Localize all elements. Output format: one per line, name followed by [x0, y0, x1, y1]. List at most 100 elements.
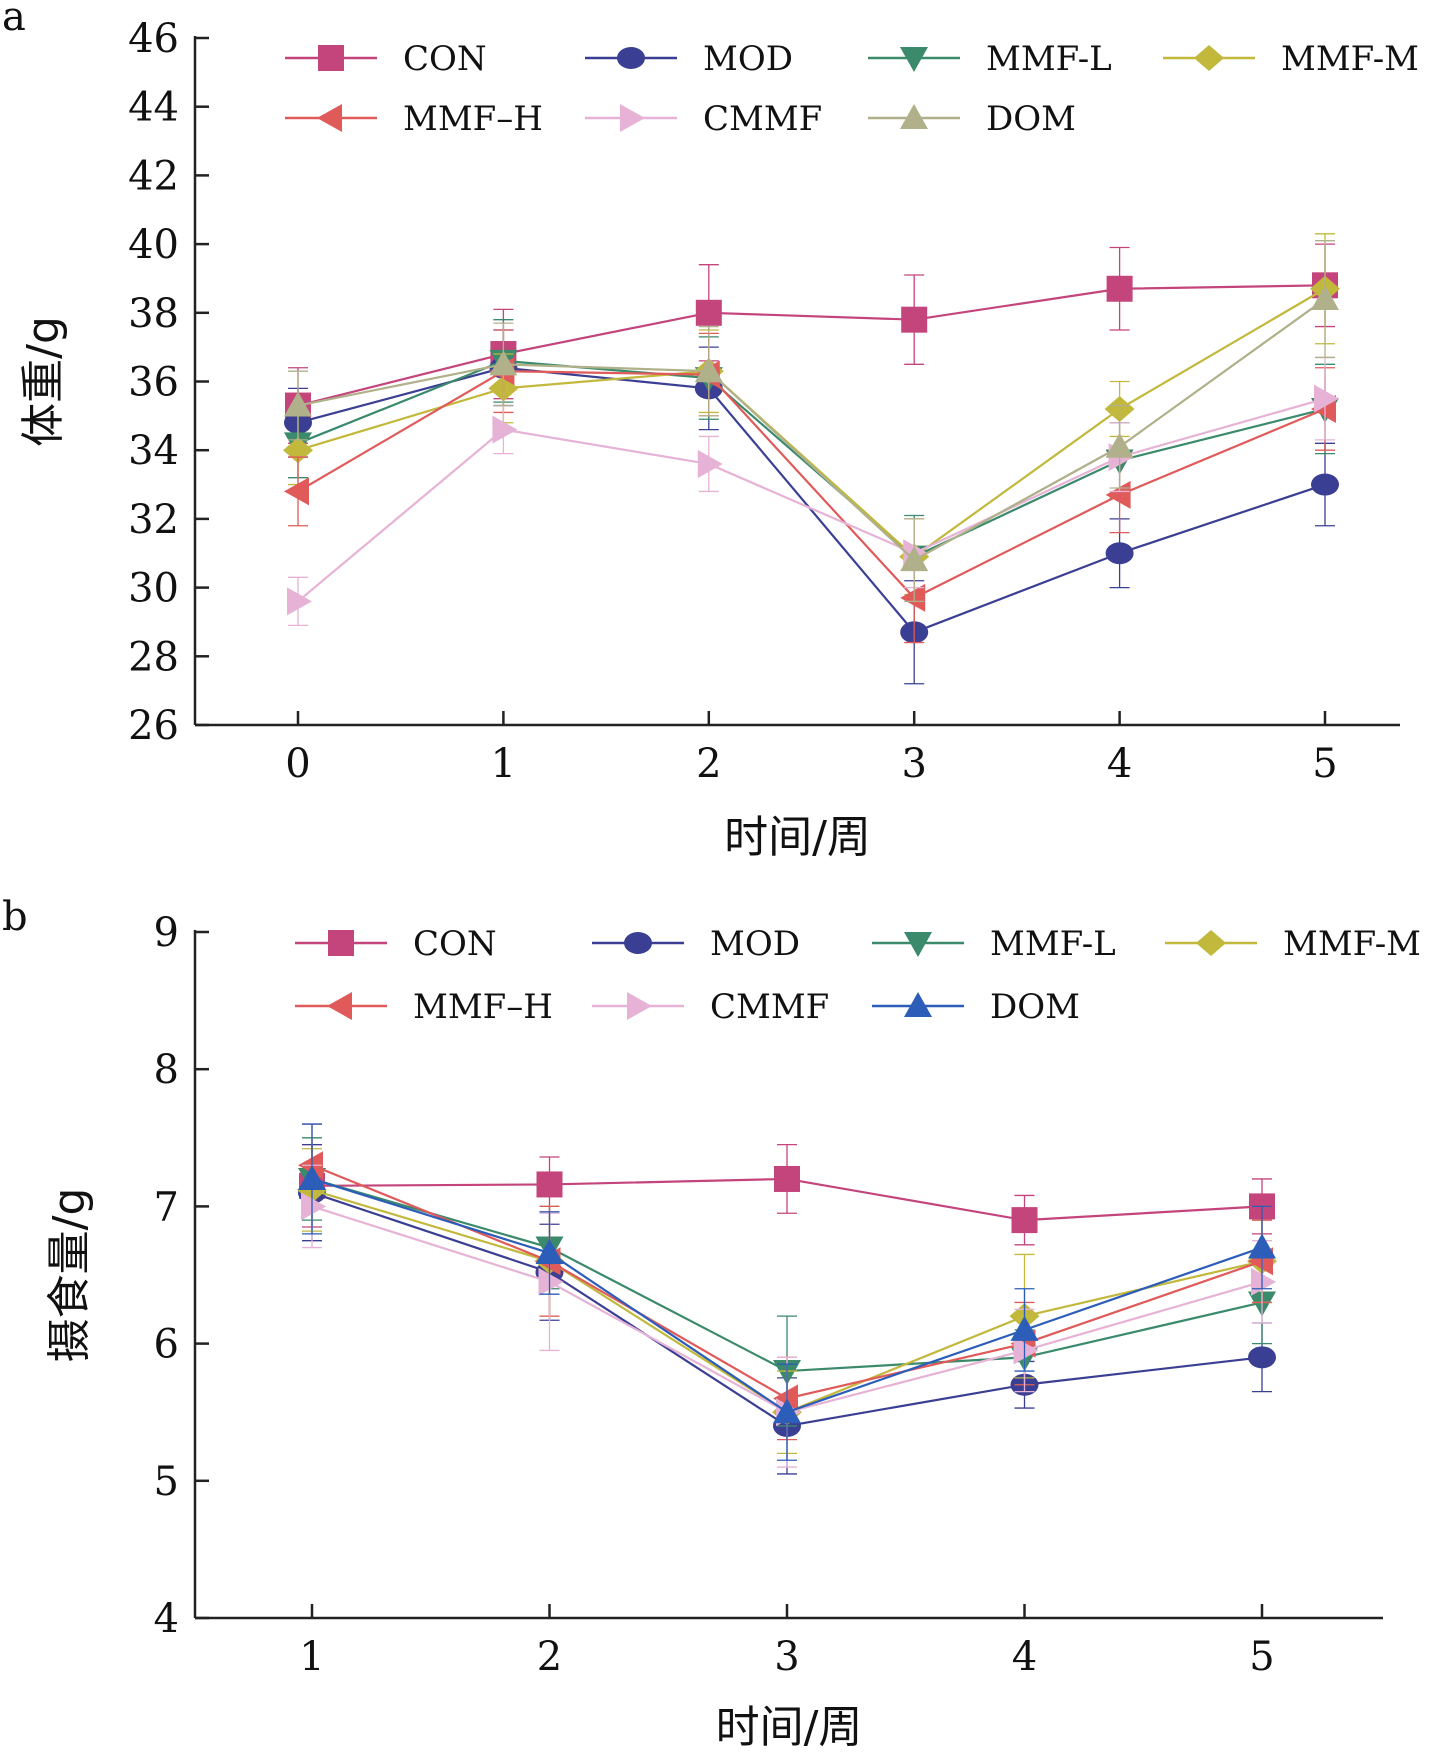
y-tick-label: 38 [128, 291, 179, 337]
y-tick-label: 26 [128, 703, 179, 749]
legend-label: CMMF [703, 99, 822, 139]
data-point [1248, 1233, 1276, 1259]
legend-item: DOM [872, 987, 1080, 1027]
series-dom [284, 240, 1339, 602]
legend-label: MMF-L [986, 39, 1112, 79]
x-tick-label: 2 [537, 1634, 562, 1680]
x-tick-label: 5 [1312, 741, 1337, 787]
panel-label: b [2, 894, 28, 940]
legend-marker [904, 932, 932, 957]
legend-item: MMF–H [295, 987, 553, 1027]
legend-label: MMF-M [1281, 39, 1419, 79]
data-point [901, 306, 928, 333]
legend-marker [318, 45, 344, 71]
data-point [284, 477, 309, 506]
panel-label: a [2, 0, 26, 40]
data-point [492, 415, 518, 444]
y-tick-label: 42 [128, 153, 179, 199]
data-point [1105, 542, 1134, 565]
series-line [297, 298, 1326, 562]
legend-label: CON [413, 924, 497, 964]
data-point [900, 583, 926, 612]
y-tick-label: 36 [128, 360, 179, 406]
data-point [697, 449, 723, 478]
y-tick-label: 28 [128, 634, 179, 680]
x-tick-label: 4 [1012, 1634, 1037, 1680]
data-point [538, 1267, 564, 1296]
data-point [1314, 384, 1339, 413]
legend-item: CON [285, 39, 487, 79]
legend-marker [1196, 930, 1226, 956]
y-tick-label: 5 [154, 1459, 179, 1505]
data-point [1106, 275, 1133, 302]
data-point [287, 587, 312, 616]
legend-label: MMF–H [403, 99, 543, 139]
y-tick-label: 32 [128, 497, 179, 543]
legend-marker [327, 992, 352, 1020]
series-dom [298, 1123, 1276, 1461]
data-point [536, 1171, 563, 1198]
data-point [695, 299, 722, 326]
y-axis-label: 摄食量/g [44, 1188, 95, 1363]
data-point [1010, 1315, 1039, 1341]
legend-item: CMMF [585, 99, 822, 139]
x-tick-label: 3 [774, 1634, 799, 1680]
legend-item: MOD [592, 924, 800, 964]
x-axis-label: 时间/周 [724, 812, 871, 863]
series-con [285, 243, 1338, 444]
data-point [535, 1239, 564, 1265]
y-tick-label: 7 [154, 1184, 179, 1230]
data-point [1311, 285, 1339, 311]
legend-marker [624, 932, 652, 954]
series-line [297, 284, 1326, 407]
y-tick-label: 34 [128, 428, 179, 474]
data-point [773, 1384, 798, 1413]
series-mod [284, 329, 1339, 685]
legend-item: MOD [585, 39, 793, 79]
legend-label: DOM [990, 987, 1080, 1027]
data-point [1311, 473, 1339, 496]
legend-marker [900, 104, 928, 129]
legend-marker [328, 930, 354, 956]
legend-label: MMF-L [990, 924, 1116, 964]
data-point [773, 1398, 801, 1424]
y-tick-label: 40 [128, 222, 179, 268]
legend-item: CMMF [592, 987, 829, 1027]
x-tick-label: 1 [299, 1634, 324, 1680]
legend-label: MOD [710, 924, 800, 964]
data-point [284, 391, 312, 417]
x-tick-label: 5 [1249, 1634, 1274, 1680]
data-point [1105, 480, 1131, 509]
data-point [1013, 1336, 1039, 1365]
legend-label: CMMF [710, 987, 829, 1027]
legend-marker [620, 104, 645, 132]
legend-label: MMF–H [413, 987, 553, 1027]
legend-item: MMF-L [868, 39, 1112, 79]
legend-marker [617, 47, 645, 69]
legend-item: CON [295, 924, 497, 964]
y-tick-label: 44 [128, 85, 179, 131]
data-point [694, 357, 723, 383]
data-point [774, 1165, 800, 1192]
x-axis-label: 时间/周 [716, 1702, 863, 1753]
series-line [297, 366, 1326, 634]
y-tick-label: 6 [154, 1322, 179, 1368]
series-line [297, 370, 1326, 600]
x-tick-label: 0 [285, 741, 310, 787]
series-cmmf [287, 356, 1339, 627]
data-point [1105, 432, 1134, 458]
y-tick-label: 9 [154, 910, 179, 956]
y-tick-label: 46 [128, 16, 179, 62]
data-point [489, 350, 518, 376]
panel-b: b 4 5 6 7 8 9 1 2 3 4 5 时间/周 摄食量/g CON MOD MMF-L MMF-M MMF… [2, 894, 1421, 1753]
legend-label: MOD [703, 39, 793, 79]
y-tick-label: 8 [154, 1047, 179, 1093]
x-tick-label: 1 [491, 741, 516, 787]
x-tick-label: 4 [1107, 741, 1132, 787]
legend-item: MMF-M [1165, 924, 1421, 964]
y-tick-label: 30 [128, 566, 179, 612]
data-point [1248, 1346, 1276, 1369]
legend-item: MMF-M [1163, 39, 1419, 79]
y-tick-label: 4 [154, 1596, 179, 1642]
